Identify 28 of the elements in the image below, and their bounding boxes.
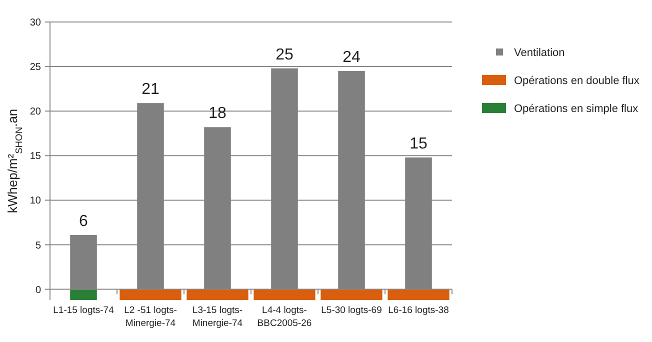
x-tick-label: L4-4 logts-BBC2005-26 xyxy=(257,305,312,329)
legend-label: Opérations en double flux xyxy=(514,74,640,87)
y-tick-label: 25 xyxy=(30,62,42,74)
y-tick-label: 20 xyxy=(30,106,42,118)
x-tick-label: L5-30 logts-69 xyxy=(321,305,382,316)
data-label: 24 xyxy=(342,49,360,66)
legend-label: Opérations en simple flux xyxy=(514,102,639,115)
y-tick-label: 0 xyxy=(35,284,42,296)
data-label: 25 xyxy=(276,46,294,64)
x-tick-label: L6-16 logts-38 xyxy=(388,305,449,316)
data-label: 6 xyxy=(79,212,88,230)
y-tick-label: 5 xyxy=(35,240,42,252)
bar xyxy=(320,289,382,300)
x-tick-label: L2 -51 logts-Minergie-74 xyxy=(124,305,177,329)
data-label: 21 xyxy=(142,81,160,98)
x-tick-label: L3-15 logts-Minergie-74 xyxy=(192,305,243,329)
y-tick-label: 10 xyxy=(30,196,42,207)
data-label: 15 xyxy=(410,135,428,152)
bar xyxy=(254,289,316,300)
bar xyxy=(120,289,182,300)
data-label: 18 xyxy=(208,105,226,122)
bar xyxy=(388,289,450,300)
legend-label: Ventilation xyxy=(514,46,565,59)
y-tick-label: 30 xyxy=(30,18,42,28)
x-tick-label: L1-15 logts-74 xyxy=(53,305,114,316)
y-tick-label: 15 xyxy=(30,151,42,162)
bar xyxy=(70,289,97,300)
bar xyxy=(186,289,248,300)
